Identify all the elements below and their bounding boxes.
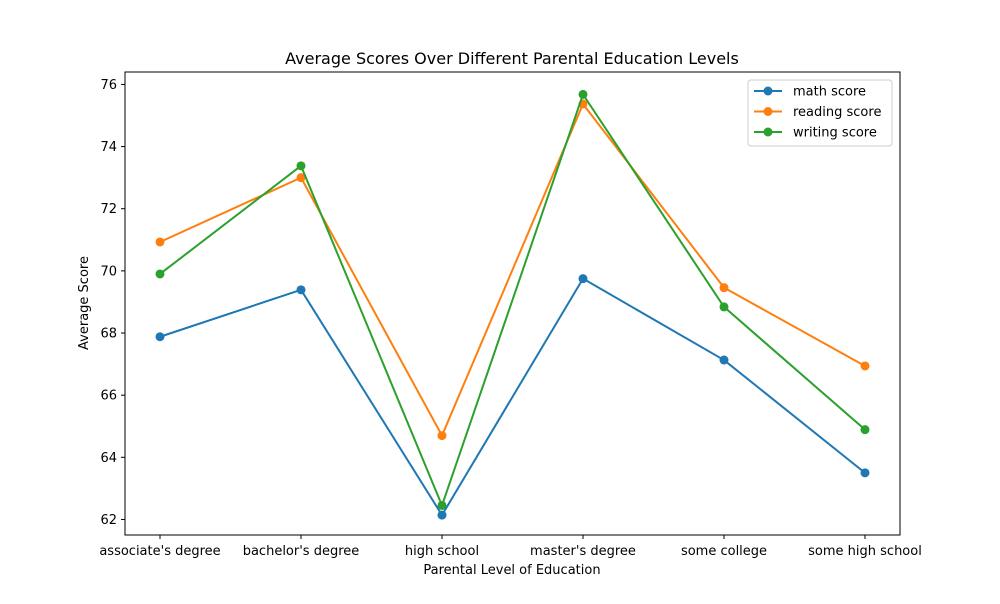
data-point-math-score [719, 355, 729, 365]
series-writing-score [155, 89, 870, 510]
y-tick-label: 62 [100, 513, 117, 528]
data-point-writing-score [578, 89, 588, 99]
data-point-writing-score [719, 302, 729, 312]
data-point-math-score [155, 332, 165, 342]
series-line-math-score [159, 277, 866, 517]
x-tick-label: some high school [808, 544, 922, 559]
x-tick-label: some college [681, 544, 767, 559]
data-point-writing-score [155, 269, 165, 279]
data-point-math-score [578, 274, 588, 284]
y-tick-label: 68 [100, 327, 117, 342]
data-point-math-score [296, 285, 306, 295]
x-axis-label: Parental Level of Education [423, 563, 600, 578]
y-axis-label: Average Score [77, 256, 92, 350]
series-line-writing-score [159, 93, 866, 507]
y-axis: 62 64 66 68 70 72 74 76 [100, 78, 125, 528]
data-point-writing-score [860, 425, 870, 435]
plot-area-frame [124, 71, 901, 536]
y-tick-label: 70 [100, 264, 117, 279]
data-point-reading-score [155, 237, 165, 247]
legend-label-writing-score: writing score [793, 126, 877, 141]
y-tick-label: 66 [100, 389, 117, 404]
legend: math score reading score writing score [747, 79, 893, 147]
data-point-reading-score [719, 283, 729, 293]
series-math-score [155, 274, 870, 520]
data-point-reading-score [860, 361, 870, 371]
series-reading-score [155, 99, 870, 441]
legend-item-writing-score: writing score [754, 126, 877, 141]
x-axis: associate's degree bachelor's degree high … [99, 535, 922, 559]
legend-marker-reading-score [763, 107, 773, 116]
series-line-reading-score [159, 103, 866, 437]
legend-frame [747, 79, 893, 147]
series-layer [155, 89, 870, 520]
data-point-math-score [860, 468, 870, 478]
data-point-reading-score [437, 431, 447, 441]
x-tick-label: high school [405, 544, 479, 559]
y-tick-label: 76 [100, 78, 117, 93]
legend-item-reading-score: reading score [754, 105, 881, 120]
chart-title: Average Scores Over Different Parental E… [285, 49, 739, 68]
x-tick-label: associate's degree [99, 544, 220, 559]
x-tick-label: bachelor's degree [243, 544, 360, 559]
data-point-math-score [437, 510, 447, 520]
data-point-reading-score [296, 173, 306, 183]
legend-marker-writing-score [763, 127, 773, 137]
legend-label-reading-score: reading score [793, 105, 881, 120]
x-tick-label: master's degree [530, 544, 636, 559]
data-point-writing-score [437, 500, 447, 510]
legend-marker-math-score [763, 86, 773, 96]
legend-label-math-score: math score [793, 85, 866, 100]
legend-item-math-score: math score [754, 85, 866, 100]
y-tick-label: 64 [100, 451, 117, 466]
data-point-writing-score [296, 161, 306, 171]
y-tick-label: 72 [100, 202, 117, 217]
y-tick-label: 74 [100, 140, 117, 155]
